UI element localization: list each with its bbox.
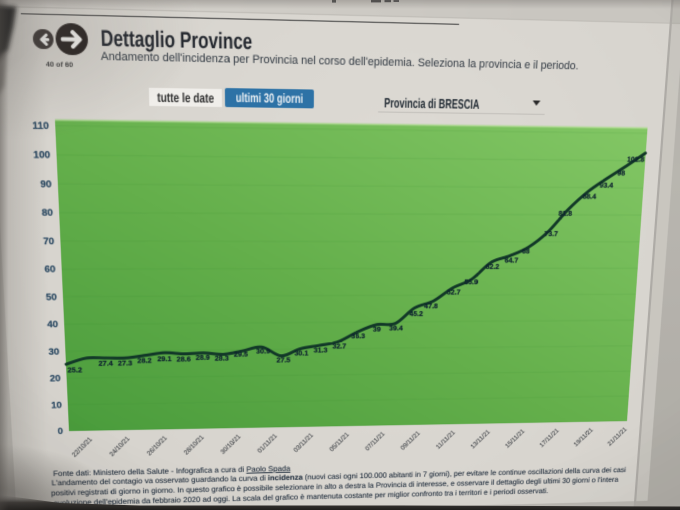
- svg-text:110: 110: [32, 120, 49, 132]
- svg-text:28/10/21: 28/10/21: [182, 433, 205, 456]
- svg-text:22/10/21: 22/10/21: [70, 436, 94, 459]
- svg-text:10: 10: [51, 400, 62, 410]
- svg-text:47.8: 47.8: [424, 302, 438, 310]
- svg-text:73.7: 73.7: [544, 230, 558, 238]
- svg-text:88.4: 88.4: [582, 193, 596, 201]
- svg-text:03/11/21: 03/11/21: [292, 431, 315, 453]
- svg-text:25.2: 25.2: [67, 366, 82, 374]
- svg-text:64.7: 64.7: [504, 257, 518, 265]
- svg-text:19/11/21: 19/11/21: [572, 426, 594, 448]
- svg-text:62.2: 62.2: [486, 263, 500, 271]
- svg-text:39.4: 39.4: [389, 324, 403, 332]
- svg-text:52.7: 52.7: [447, 288, 461, 296]
- svg-text:05/11/21: 05/11/21: [328, 431, 351, 453]
- svg-text:81.8: 81.8: [558, 210, 572, 218]
- svg-text:100: 100: [33, 150, 51, 161]
- svg-text:11/11/21: 11/11/21: [434, 429, 456, 451]
- svg-text:27.5: 27.5: [276, 356, 290, 364]
- svg-text:26/10/21: 26/10/21: [145, 434, 168, 457]
- svg-text:15/11/21: 15/11/21: [504, 428, 526, 450]
- svg-text:27.4: 27.4: [98, 359, 113, 367]
- svg-text:20: 20: [50, 374, 61, 384]
- svg-text:13/11/21: 13/11/21: [469, 428, 491, 450]
- svg-text:80: 80: [41, 208, 53, 219]
- svg-text:98: 98: [617, 169, 626, 177]
- svg-text:30: 30: [48, 347, 59, 358]
- svg-text:28.6: 28.6: [176, 356, 191, 364]
- svg-text:29.1: 29.1: [157, 355, 172, 363]
- svg-text:45.2: 45.2: [409, 310, 423, 318]
- svg-text:102.8: 102.8: [627, 155, 645, 163]
- svg-text:28.3: 28.3: [215, 354, 230, 362]
- svg-text:68: 68: [522, 247, 530, 255]
- svg-text:36.3: 36.3: [351, 332, 365, 340]
- svg-text:50: 50: [46, 292, 58, 303]
- svg-text:07/11/21: 07/11/21: [364, 430, 387, 452]
- svg-text:70: 70: [43, 236, 55, 247]
- svg-text:21/11/21: 21/11/21: [606, 426, 628, 447]
- svg-text:93.4: 93.4: [599, 181, 613, 189]
- svg-text:32.7: 32.7: [332, 342, 346, 350]
- svg-text:31.3: 31.3: [314, 346, 328, 354]
- svg-text:28.9: 28.9: [196, 354, 211, 362]
- svg-text:90: 90: [40, 179, 52, 190]
- svg-text:0: 0: [57, 427, 63, 437]
- svg-text:55.9: 55.9: [464, 278, 478, 286]
- svg-text:27.3: 27.3: [118, 359, 133, 367]
- svg-text:30.9: 30.9: [256, 347, 270, 355]
- svg-text:09/11/21: 09/11/21: [399, 429, 422, 451]
- svg-text:60: 60: [44, 264, 56, 275]
- svg-text:29.5: 29.5: [234, 350, 248, 358]
- svg-text:01/11/21: 01/11/21: [256, 432, 279, 454]
- svg-text:24/10/21: 24/10/21: [108, 435, 132, 458]
- svg-text:39: 39: [373, 325, 381, 333]
- svg-text:40: 40: [47, 319, 58, 330]
- svg-text:17/11/21: 17/11/21: [538, 427, 560, 449]
- svg-text:30.1: 30.1: [294, 349, 308, 357]
- svg-text:28.2: 28.2: [137, 357, 152, 365]
- svg-text:30/10/21: 30/10/21: [219, 433, 242, 456]
